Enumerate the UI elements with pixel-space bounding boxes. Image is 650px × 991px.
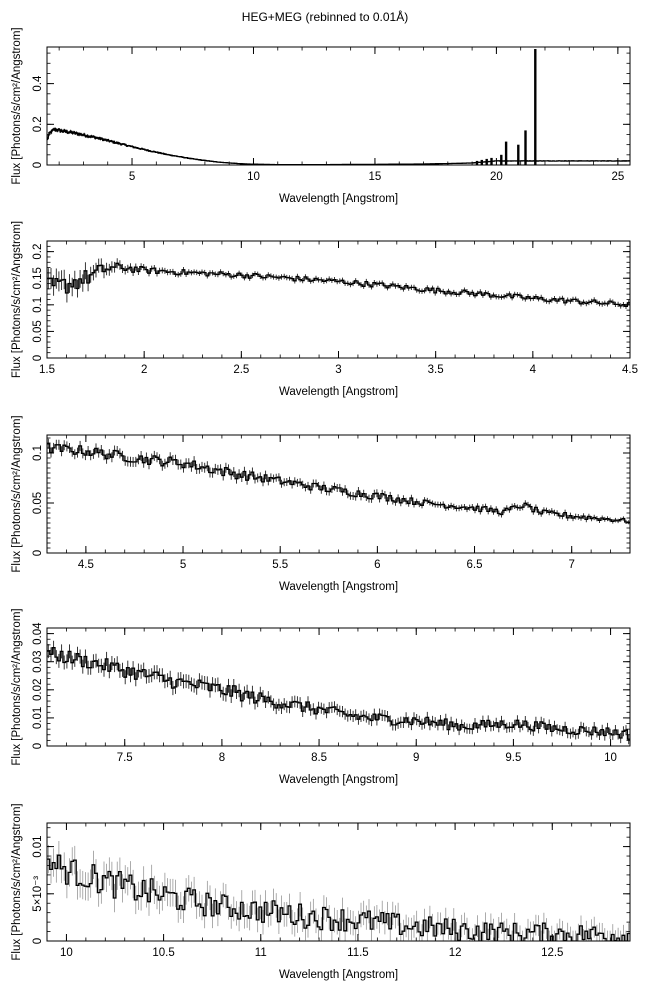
x-tick-label: 25 bbox=[611, 171, 624, 183]
x-tick-label: 1.5 bbox=[39, 364, 55, 376]
spectrum-line bbox=[47, 647, 630, 740]
y-tick-label: 0 bbox=[32, 162, 44, 168]
y-tick-label: 0.2 bbox=[32, 116, 44, 132]
y-tick-label: 0 bbox=[32, 550, 44, 556]
x-tick-label: 9.5 bbox=[505, 752, 521, 764]
plot-frame bbox=[46, 627, 631, 747]
x-tick-label: 7 bbox=[568, 559, 574, 571]
y-tick-label: 0.01 bbox=[32, 707, 44, 729]
y-tick-label: 0.05 bbox=[32, 320, 44, 342]
x-tick-label: 12 bbox=[449, 947, 462, 959]
y-tick-label: 0.01 bbox=[32, 835, 44, 857]
x-tick-label: 11.5 bbox=[347, 947, 369, 959]
y-axis-label: Flux [Photons/s/cm²/Angstrom] bbox=[11, 415, 23, 572]
y-tick-label: 0.05 bbox=[32, 492, 44, 514]
chart-panel-5: 10 10.5 11 11.5 12 12.5 0 5×10⁻³ 0.01 Wavelength … bbox=[11, 803, 631, 981]
x-tick-label: 8 bbox=[219, 752, 225, 764]
chart-panel-1: 5 10 15 20 25 0 0.2 0.4 Wavelength [Angstrom] Flu… bbox=[11, 27, 631, 205]
x-axis-label: Wavelength [Angstrom] bbox=[279, 774, 398, 786]
x-tick-label: 10 bbox=[247, 171, 260, 183]
x-tick-label: 4.5 bbox=[622, 364, 638, 376]
y-tick-label: 0.02 bbox=[32, 679, 44, 701]
y-tick-label: 0.04 bbox=[32, 622, 44, 645]
y-tick-label: 0.03 bbox=[32, 651, 44, 673]
x-tick-label: 8.5 bbox=[311, 752, 327, 764]
plot-frame bbox=[46, 434, 631, 554]
x-tick-label: 3.5 bbox=[428, 364, 444, 376]
emission-line-7 bbox=[517, 144, 520, 165]
chart-panel-4: 7.5 8 8.5 9 9.5 10 0 0.01 0.02 0.03 0.04 Wavelength… bbox=[11, 608, 631, 786]
emission-line-1 bbox=[475, 160, 479, 165]
emission-line-9 bbox=[534, 49, 537, 165]
y-tick-label: 0.1 bbox=[32, 445, 44, 461]
x-tick-label: 10.5 bbox=[152, 947, 174, 959]
emission-line-8 bbox=[524, 130, 527, 165]
y-tick-label: 0 bbox=[32, 743, 44, 749]
page-title: HEG+MEG (rebinned to 0.01Å) bbox=[241, 10, 409, 24]
x-tick-label: 3 bbox=[335, 364, 341, 376]
y-tick-label: 0.1 bbox=[32, 297, 44, 313]
chart-panel-3: 4.5 5 5.5 6 6.5 7 0 0.05 0.1 Wavelength [Angstrom… bbox=[11, 415, 631, 593]
emission-line-3 bbox=[485, 158, 488, 165]
x-axis-label: Wavelength [Angstrom] bbox=[279, 386, 398, 398]
x-tick-label: 10 bbox=[604, 752, 617, 764]
x-tick-label: 6 bbox=[374, 559, 380, 571]
x-tick-label: 5 bbox=[180, 559, 186, 571]
y-tick-label: 0.15 bbox=[32, 267, 44, 289]
x-tick-label: 20 bbox=[490, 171, 503, 183]
y-tick-label: 0.4 bbox=[32, 75, 44, 92]
x-tick-label: 7.5 bbox=[117, 752, 133, 764]
spectrum-line bbox=[47, 443, 630, 523]
x-tick-label: 5 bbox=[129, 171, 135, 183]
error-bars bbox=[47, 438, 630, 525]
plot-frame bbox=[46, 46, 631, 166]
x-tick-label: 4 bbox=[530, 364, 537, 376]
y-tick-label: 0.2 bbox=[32, 244, 44, 260]
spectrum-data-3 bbox=[47, 438, 630, 525]
chart-panel-2: 1.5 2 2.5 3 3.5 4 4.5 0 0.05 0.1 0.15 0.2 Wavelength… bbox=[11, 221, 638, 398]
x-axis-label: Wavelength [Angstrom] bbox=[279, 581, 398, 593]
spectrum-data-4 bbox=[47, 640, 630, 745]
x-tick-label: 10 bbox=[60, 947, 73, 959]
error-bars bbox=[47, 640, 630, 745]
y-tick-label: 0 bbox=[32, 938, 44, 944]
x-tick-label: 2 bbox=[141, 364, 147, 376]
error-bars bbox=[47, 127, 630, 165]
x-axis-label: Wavelength [Angstrom] bbox=[279, 969, 398, 981]
x-axis-label: Wavelength [Angstrom] bbox=[279, 193, 398, 205]
emission-line-5 bbox=[500, 154, 503, 165]
x-tick-label: 4.5 bbox=[78, 559, 94, 571]
emission-line-4 bbox=[490, 157, 493, 165]
y-axis-label: Flux [Photons/s/cm²/Angstrom] bbox=[11, 221, 23, 378]
y-tick-label: 0 bbox=[32, 355, 44, 361]
x-tick-label: 15 bbox=[369, 171, 382, 183]
spectrum-line bbox=[47, 128, 630, 165]
spectrum-line bbox=[47, 854, 630, 941]
y-axis-label: Flux [Photons/s/cm²/Angstrom] bbox=[11, 608, 23, 765]
x-tick-label: 11 bbox=[255, 947, 267, 959]
x-tick-label: 9 bbox=[413, 752, 419, 764]
y-tick-label: 5×10⁻³ bbox=[32, 876, 44, 912]
x-tick-label: 2.5 bbox=[233, 364, 249, 376]
y-axis-label: Flux [Photons/s/cm²/Angstrom] bbox=[11, 27, 23, 184]
y-axis-label: Flux [Photons/s/cm²/Angstrom] bbox=[11, 803, 23, 960]
spectrum-data-5 bbox=[47, 841, 630, 941]
x-tick-label: 5.5 bbox=[272, 559, 288, 571]
spectrum-line bbox=[47, 262, 630, 308]
spectrum-data-2 bbox=[47, 258, 630, 309]
spectrum-data-1 bbox=[47, 49, 630, 165]
x-tick-label: 6.5 bbox=[467, 559, 483, 571]
x-tick-label: 12.5 bbox=[541, 947, 563, 959]
emission-line-6 bbox=[504, 141, 508, 165]
error-bars bbox=[47, 258, 630, 309]
emission-line-2 bbox=[480, 159, 483, 165]
